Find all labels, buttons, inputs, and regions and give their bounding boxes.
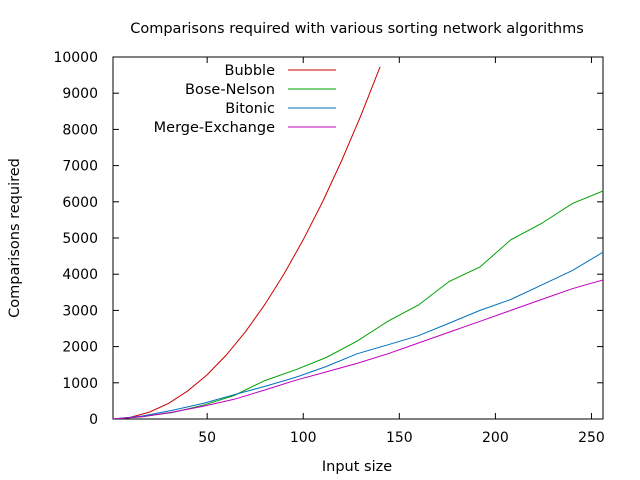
- legend: Bubble Bose-Nelson Bitonic Merge-Exchange: [154, 63, 336, 136]
- plot-frame: [112, 56, 604, 420]
- y-tick-label: 0: [89, 412, 98, 428]
- y-tick-label: 2000: [62, 340, 98, 356]
- series-layer: [113, 66, 603, 419]
- y-axis-ticks: 0 1000 2000 3000 4000 5000 6000 7000 8000 9000 100…: [53, 50, 603, 428]
- y-tick-label: 3000: [62, 303, 98, 319]
- x-axis-label: Input size: [322, 459, 392, 475]
- y-tick-label: 1000: [62, 376, 98, 392]
- x-tick-label: 100: [290, 430, 317, 446]
- x-tick-label: 50: [198, 430, 216, 446]
- legend-label-merge-exchange: Merge-Exchange: [154, 120, 275, 136]
- y-tick-label: 8000: [62, 122, 98, 138]
- x-tick-label: 200: [482, 430, 509, 446]
- series-line-bubble: [113, 66, 381, 419]
- x-axis-ticks: 50 100 150 200 250: [198, 57, 605, 446]
- y-tick-label: 4000: [62, 267, 98, 283]
- series-line-merge-exchange: [113, 279, 603, 419]
- y-tick-label: 7000: [62, 159, 98, 175]
- series-line-bitonic: [113, 251, 603, 419]
- y-tick-label: 9000: [62, 86, 98, 102]
- y-tick-label: 5000: [62, 231, 98, 247]
- x-tick-label: 250: [578, 430, 605, 446]
- x-tick-label: 150: [386, 430, 413, 446]
- legend-label-bose-nelson: Bose-Nelson: [185, 82, 275, 98]
- y-axis-label: Comparisons required: [7, 158, 23, 318]
- chart-title: Comparisons required with various sortin…: [130, 21, 584, 37]
- y-tick-label: 6000: [62, 195, 98, 211]
- series-line-bose-nelson: [113, 190, 603, 419]
- y-tick-label: 10000: [53, 50, 98, 66]
- legend-label-bitonic: Bitonic: [225, 101, 275, 117]
- legend-label-bubble: Bubble: [225, 63, 276, 79]
